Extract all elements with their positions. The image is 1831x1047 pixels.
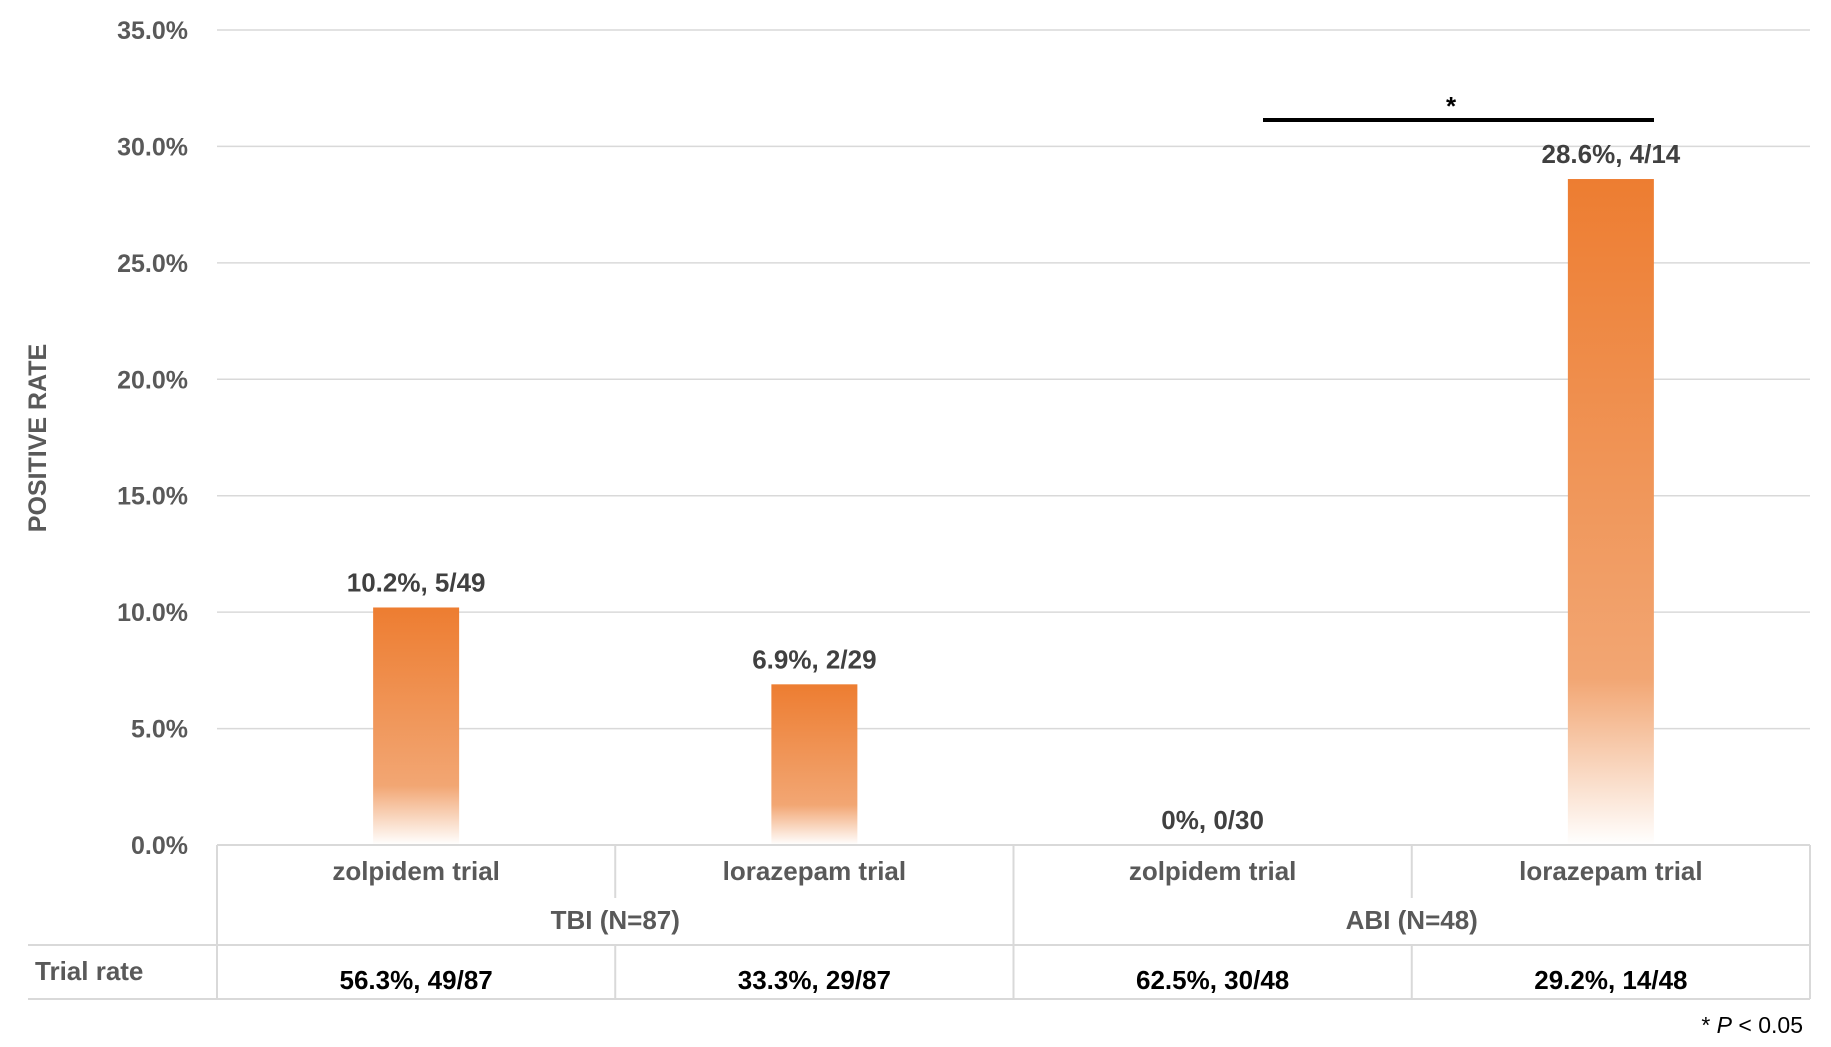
y-tick-label: 30.0% — [117, 133, 188, 161]
category-label: zolpidem trial — [332, 856, 500, 886]
category-label: lorazepam trial — [1519, 856, 1703, 886]
y-tick-label: 15.0% — [117, 483, 188, 511]
y-tick-label: 5.0% — [131, 716, 188, 744]
group-label: TBI (N=87) — [551, 905, 680, 935]
trial-rate-value: 33.3%, 29/87 — [738, 965, 891, 995]
table-row-label: Trial rate — [35, 956, 143, 986]
y-tick-label: 10.0% — [117, 599, 188, 627]
data-table: zolpidem trial 56.3%, 49/87 lorazepam tria… — [28, 844, 1811, 1000]
y-tick-label: 20.0% — [117, 366, 188, 394]
data-label: 28.6%, 4/14 — [1541, 139, 1680, 169]
y-tick-label: 25.0% — [117, 250, 188, 278]
trial-rate-value: 62.5%, 30/48 — [1136, 965, 1289, 995]
y-axis-title: POSITIVE RATE — [24, 344, 52, 532]
bar — [771, 684, 858, 845]
bar — [373, 607, 460, 845]
category-label: lorazepam trial — [723, 856, 907, 886]
y-tick-label: 35.0% — [117, 17, 188, 45]
significance-bracket: * — [1263, 91, 1654, 122]
data-label: 10.2%, 5/49 — [347, 567, 486, 597]
trial-rate-value: 56.3%, 49/87 — [340, 965, 493, 995]
category-label: zolpidem trial — [1129, 856, 1297, 886]
data-label: 0%, 0/30 — [1161, 805, 1264, 835]
trial-rate-value: 29.2%, 14/48 — [1534, 965, 1687, 995]
significance-marker: * — [1446, 91, 1457, 121]
y-tick-label: 0.0% — [131, 832, 188, 860]
data-label: 6.9%, 2/29 — [752, 644, 876, 674]
footnote: * P < 0.05 — [1701, 1012, 1803, 1038]
group-label: ABI (N=48) — [1346, 905, 1478, 935]
bar — [1567, 179, 1654, 845]
